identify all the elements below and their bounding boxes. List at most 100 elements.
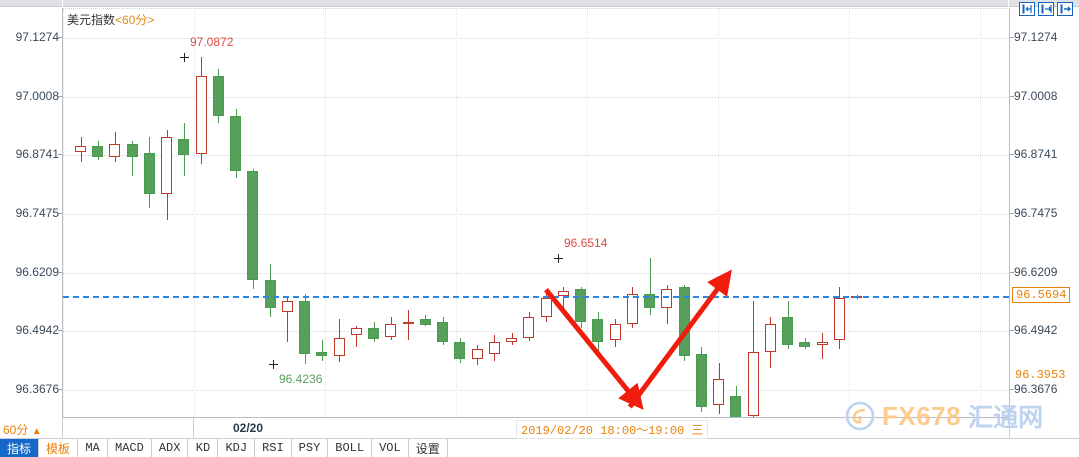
candle-body bbox=[333, 337, 345, 357]
toolbar-item-BOLL[interactable]: BOLL bbox=[328, 439, 373, 457]
y-tick-mark bbox=[1010, 213, 1014, 214]
candle-body bbox=[402, 321, 414, 324]
candle-wick bbox=[822, 333, 823, 359]
candle-body bbox=[506, 337, 518, 343]
toolbar-item-模板[interactable]: 模板 bbox=[39, 439, 79, 457]
toolbar-item-指标[interactable]: 指标 bbox=[0, 439, 40, 457]
instrument-name: 美元指数 bbox=[67, 13, 116, 27]
y-tick-mark bbox=[1010, 95, 1014, 97]
vertical-gridline bbox=[63, 9, 64, 417]
toolbar-item-MA[interactable]: MA bbox=[78, 439, 109, 457]
y-tick-mark bbox=[58, 388, 62, 390]
watermark-brand: FX678 bbox=[882, 400, 962, 431]
candle-body bbox=[540, 298, 552, 317]
candle-body bbox=[281, 300, 293, 313]
candle-body bbox=[730, 395, 742, 417]
down-arrow bbox=[544, 288, 644, 410]
y-tick-mark bbox=[1010, 37, 1014, 39]
candle-body bbox=[264, 279, 276, 308]
fit-left-icon[interactable] bbox=[1019, 2, 1035, 16]
y-tick-mark bbox=[58, 330, 62, 332]
toolbar-item-ADX[interactable]: ADX bbox=[152, 439, 189, 457]
toolbar-filler bbox=[448, 439, 1079, 457]
candle-body bbox=[592, 319, 604, 343]
toolbar-item-RSI[interactable]: RSI bbox=[255, 439, 292, 457]
y-tick-mark bbox=[58, 37, 62, 39]
y-axis-right: 97.1274 97.0008 96.8741 96.7475 96.6209 96.49… bbox=[1010, 8, 1079, 418]
candle-body bbox=[419, 319, 431, 325]
swing-low-label: 96.4236 bbox=[279, 371, 323, 386]
candle-body bbox=[833, 298, 845, 341]
vertical-gridline bbox=[456, 9, 457, 417]
top-strip-seg bbox=[63, 0, 1008, 7]
candle-body bbox=[385, 323, 397, 337]
candle-body bbox=[161, 136, 173, 195]
gridline bbox=[63, 272, 1009, 274]
top-strip-seg bbox=[0, 0, 62, 7]
swing-low-marker-icon bbox=[269, 359, 278, 369]
y-tick-label-left: 97.0008 bbox=[15, 88, 59, 103]
gridline bbox=[63, 38, 1009, 40]
window-top-strip bbox=[0, 0, 1079, 8]
candle-wick bbox=[408, 309, 410, 341]
vertical-gridline bbox=[325, 9, 326, 417]
watermark: FX678 汇通网 bbox=[845, 398, 1043, 434]
candle-body bbox=[178, 138, 190, 156]
fit-right-icon[interactable] bbox=[1038, 2, 1054, 16]
last-price-line bbox=[63, 296, 1009, 299]
candle-body bbox=[488, 342, 500, 354]
indicator-toolbar: 指标 模板 MA MACD ADX KD KDJ RSI PSY BOLL VOL 设置 bbox=[0, 439, 1079, 457]
candle-body bbox=[471, 349, 483, 359]
drawn-arrows bbox=[544, 269, 732, 410]
candle-body bbox=[454, 342, 466, 359]
period-high-marker-icon bbox=[180, 52, 189, 62]
candle-body bbox=[212, 76, 224, 116]
toolbar-item-VOL[interactable]: VOL bbox=[372, 439, 409, 457]
y-tick-label-right: 96.4942 bbox=[1014, 323, 1058, 338]
cursor-time-label: 2019/02/20 18:00～19:00 三 bbox=[516, 420, 709, 439]
toolbar-item-KD[interactable]: KD bbox=[188, 439, 219, 457]
candle-wick bbox=[356, 326, 358, 347]
gridline bbox=[63, 155, 1009, 157]
candle-body bbox=[75, 145, 86, 152]
vertical-gridline bbox=[587, 9, 588, 417]
candle-body bbox=[661, 289, 673, 308]
timeframe-label[interactable]: 60分 ▲ bbox=[3, 421, 42, 438]
candle-body bbox=[575, 289, 587, 322]
toolbar-item-MACD[interactable]: MACD bbox=[108, 439, 152, 457]
candle-wick bbox=[321, 340, 323, 361]
vertical-gridline bbox=[718, 9, 719, 417]
swing-high-marker-icon bbox=[554, 254, 563, 264]
candle-body bbox=[230, 115, 242, 172]
candle-body bbox=[782, 316, 794, 345]
y-tick-mark bbox=[58, 213, 62, 214]
candle-body bbox=[609, 323, 621, 341]
period-label: <60分> bbox=[115, 13, 155, 27]
candle-body bbox=[764, 323, 776, 352]
candle-body bbox=[799, 342, 811, 347]
plot-title: 美元指数<60分> bbox=[67, 11, 154, 28]
y-tick-mark bbox=[1010, 154, 1014, 156]
gridline bbox=[63, 331, 1009, 333]
toolbar-item-PSY[interactable]: PSY bbox=[292, 439, 329, 457]
candle-body bbox=[299, 300, 311, 354]
toolbar-item-KDJ[interactable]: KDJ bbox=[218, 439, 256, 457]
candle-body bbox=[816, 342, 828, 345]
date-tick: 02/20 bbox=[233, 421, 264, 435]
swing-high-label: 96.6514 bbox=[564, 236, 608, 251]
toolbar-item-设置[interactable]: 设置 bbox=[409, 439, 448, 457]
expand-right-icon[interactable] bbox=[1057, 2, 1073, 16]
y-tick-label-right: 97.0008 bbox=[1014, 88, 1058, 103]
time-axis-divider bbox=[62, 418, 63, 439]
y-tick-mark bbox=[1010, 330, 1014, 332]
y-tick-mark bbox=[58, 154, 62, 156]
candle-body bbox=[350, 328, 362, 336]
y-tick-mark bbox=[1010, 271, 1014, 273]
candle-wick bbox=[132, 141, 134, 176]
time-axis-divider bbox=[193, 418, 194, 439]
time-axis: 60分 ▲ 02/20 2019/02/20 18:00～19:00 三 bbox=[0, 418, 1079, 439]
y-tick-label-left: 96.4942 bbox=[15, 323, 59, 338]
y-axis-left: 97.1274 97.0008 96.8741 96.7475 96.6209 96.49… bbox=[0, 8, 62, 418]
